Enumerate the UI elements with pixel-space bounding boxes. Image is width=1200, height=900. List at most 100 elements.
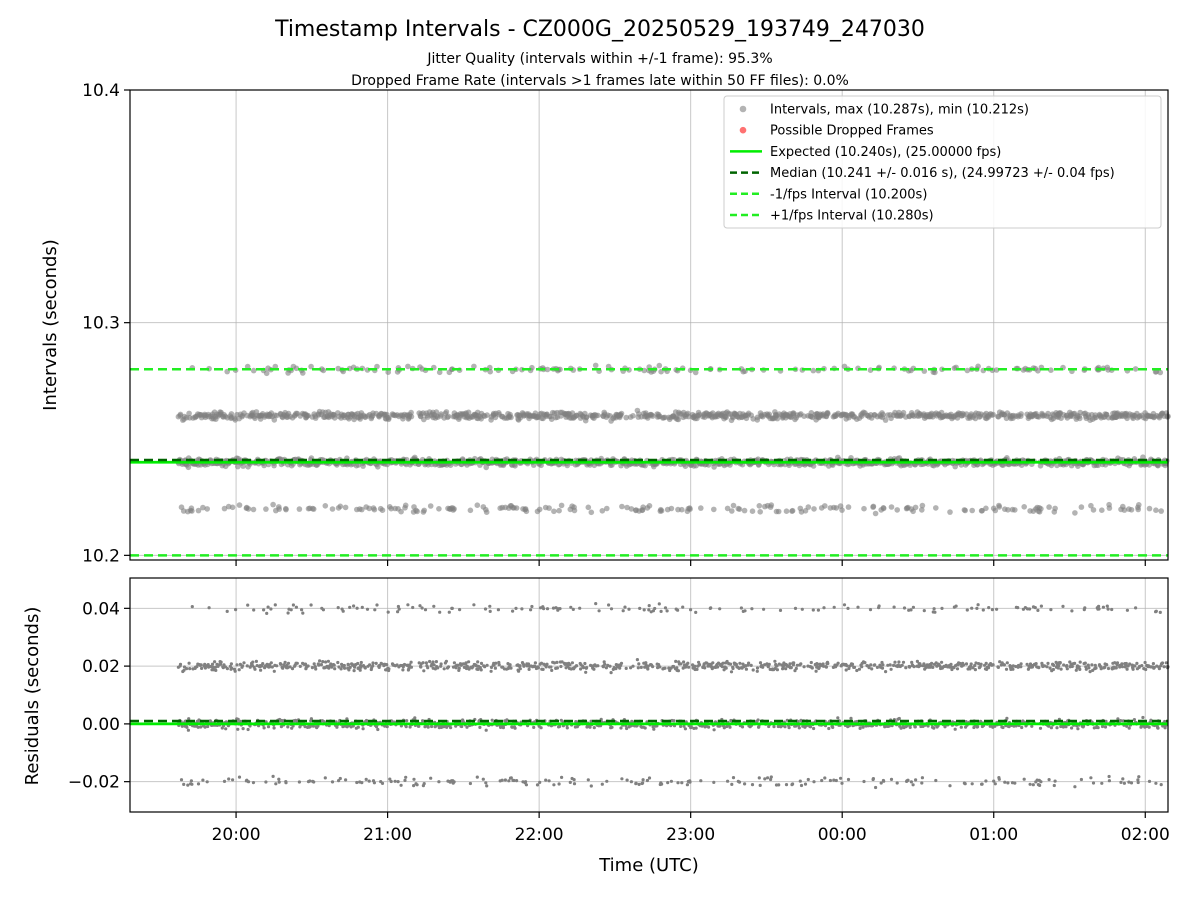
residuals-point	[720, 665, 724, 669]
residuals-point	[454, 724, 458, 728]
residuals-point	[283, 660, 287, 665]
residuals-point	[974, 661, 978, 665]
residuals-point	[186, 728, 190, 732]
residuals-point	[1031, 783, 1035, 787]
residuals-point	[246, 603, 250, 607]
intervals-point	[408, 413, 415, 420]
residuals-point	[460, 724, 464, 729]
residuals-point	[584, 670, 588, 674]
intervals-point	[1005, 507, 1011, 513]
intervals-point	[729, 508, 735, 514]
intervals-panel: 10.210.310.4	[82, 81, 1171, 566]
residuals-point	[1052, 663, 1056, 668]
residuals-point	[367, 779, 371, 783]
intervals-point	[465, 409, 472, 416]
residuals-point	[483, 665, 487, 669]
residuals-point	[812, 780, 816, 784]
intervals-point	[1155, 462, 1161, 469]
residuals-point	[300, 608, 304, 612]
residuals-point	[897, 716, 901, 721]
residuals-point	[775, 668, 780, 672]
residuals-point	[1105, 604, 1109, 608]
residuals-point	[1047, 778, 1051, 782]
intervals-point	[436, 369, 443, 376]
residuals-point	[986, 666, 991, 670]
residuals-point	[788, 662, 792, 666]
residuals-point	[973, 668, 978, 672]
intervals-point	[698, 505, 704, 511]
intervals-point	[1128, 507, 1135, 513]
residuals-point	[1083, 661, 1087, 665]
intervals-point	[1099, 507, 1105, 513]
residuals-point	[512, 778, 516, 783]
residuals-point	[840, 781, 844, 785]
residuals-point	[672, 719, 676, 723]
intervals-point	[604, 505, 610, 512]
residuals-point	[992, 779, 996, 783]
residuals-point	[842, 603, 847, 607]
residuals-point	[605, 779, 609, 783]
residuals-point	[1136, 778, 1140, 782]
intervals-point	[585, 504, 592, 511]
residuals-point	[483, 607, 488, 611]
residuals-point	[895, 781, 899, 785]
residuals-point	[657, 602, 661, 606]
intervals-point	[749, 508, 756, 514]
residuals-point	[360, 781, 364, 785]
residuals-point	[1129, 781, 1134, 785]
residuals-point	[1089, 776, 1093, 780]
residuals-point	[1039, 780, 1043, 784]
intervals-point	[675, 416, 682, 423]
residuals-point	[689, 608, 693, 612]
residuals-point	[1125, 724, 1129, 728]
residuals-point	[205, 780, 209, 784]
residuals-point	[933, 610, 937, 614]
intervals-point	[711, 506, 717, 513]
intervals-point	[204, 506, 210, 512]
residuals-point	[203, 725, 207, 729]
residuals-point	[619, 726, 623, 730]
residuals-point	[210, 662, 215, 666]
residuals-point	[1077, 665, 1081, 669]
residuals-point	[286, 661, 291, 665]
residuals-point	[508, 663, 512, 667]
residuals-point	[800, 607, 804, 611]
intervals-point	[810, 463, 817, 469]
residuals-point	[608, 664, 612, 668]
residuals-point	[245, 664, 249, 668]
residuals-point	[313, 665, 317, 669]
intervals-point	[236, 502, 243, 508]
residuals-point	[549, 665, 553, 669]
residuals-point	[911, 783, 915, 787]
residuals-point	[559, 664, 563, 669]
residuals-point	[589, 784, 593, 788]
residuals-point	[1034, 662, 1038, 666]
residuals-point	[1133, 664, 1137, 668]
residuals-point	[772, 725, 776, 729]
residuals-point	[188, 667, 192, 671]
residuals-point	[592, 667, 596, 671]
residuals-point	[266, 605, 270, 609]
residuals-point	[1125, 667, 1129, 671]
residuals-point	[1001, 725, 1005, 730]
residuals-point	[190, 782, 194, 786]
residuals-point	[716, 661, 721, 665]
residuals-point	[913, 725, 917, 729]
residuals-point	[515, 779, 519, 783]
intervals-y-tick-label: 10.3	[82, 314, 120, 334]
residuals-point	[949, 662, 953, 667]
residuals-point	[178, 662, 183, 667]
residuals-point	[756, 718, 760, 722]
intervals-point	[408, 409, 414, 416]
intervals-point	[1021, 504, 1027, 510]
residuals-point	[372, 781, 376, 785]
residuals-point	[737, 666, 741, 671]
residuals-point	[984, 661, 988, 666]
residuals-point	[679, 662, 683, 666]
residuals-point	[373, 608, 377, 612]
residuals-point	[647, 608, 651, 612]
residuals-point	[489, 665, 494, 670]
legend-label-median: Median (10.241 +/- 0.016 s), (24.99723 +…	[770, 166, 1115, 181]
residuals-point	[892, 605, 896, 609]
residuals-point	[871, 777, 876, 781]
